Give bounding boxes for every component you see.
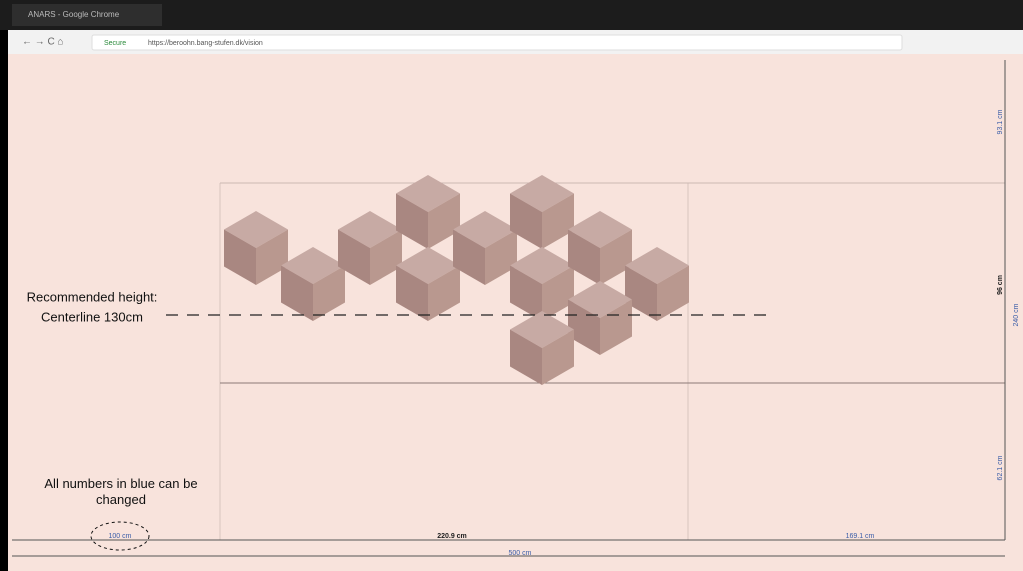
annotation: All numbers in blue can be changed (44, 476, 198, 507)
security-label: Secure (104, 40, 126, 47)
dimension-input[interactable]: 93.1 cm (997, 109, 1004, 134)
highlight-circle (90, 521, 150, 551)
url: https://beroohn.bang-stufen.dk/vision (148, 40, 263, 47)
dimension-label: 220.9 cm (437, 533, 467, 540)
page-canvas (8, 54, 1023, 571)
dimension-input[interactable]: 62.1 cm (997, 455, 1004, 480)
dimension-input[interactable]: 100 cm (109, 533, 132, 540)
dimension-input[interactable]: 240 cm (1013, 303, 1020, 326)
dimension-label: 96 cm (997, 275, 1004, 295)
annotation: Recommended height: (27, 289, 158, 304)
tab-title: ANARS - Google Chrome (28, 10, 120, 19)
address-bar[interactable] (91, 34, 903, 51)
title-bar (0, 0, 1023, 30)
nav-buttons[interactable]: ← → C ⌂ (22, 37, 64, 48)
dimension-input[interactable]: 169.1 cm (846, 533, 875, 540)
annotation: Centerline 130cm (41, 309, 143, 324)
tab[interactable] (12, 4, 162, 26)
dimension-input[interactable]: 500 cm (509, 550, 532, 557)
